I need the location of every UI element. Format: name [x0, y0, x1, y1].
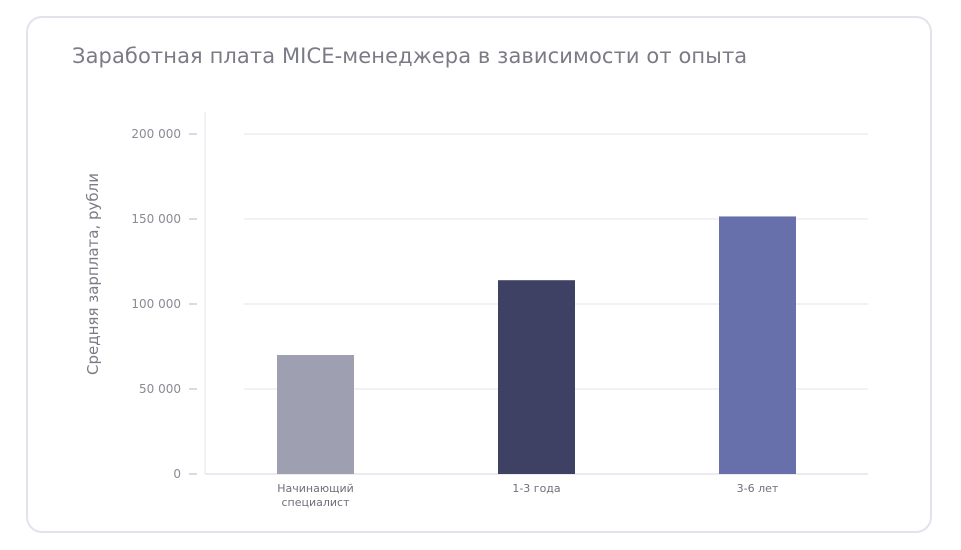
labels: 0 50 000 100 000 150 000 200 000 Начинающийсп… — [131, 127, 779, 509]
x-tick-label: 1-3 года — [512, 482, 560, 495]
x-tick-label: Начинающий — [277, 482, 354, 495]
y-tick-label: 150 000 — [131, 212, 181, 226]
bars — [277, 216, 796, 474]
bar — [719, 216, 796, 474]
bar — [277, 355, 354, 474]
x-tick-label: 3-6 лет — [737, 482, 779, 495]
x-tick-label: специалист — [281, 496, 350, 509]
chart-title: Заработная плата MICE-менеджера в зависи… — [72, 44, 748, 68]
bar — [498, 280, 575, 474]
y-tick-label: 200 000 — [131, 127, 181, 141]
y-tick-label: 100 000 — [131, 297, 181, 311]
y-tick-label: 0 — [173, 467, 181, 481]
y-axis-title: Средняя зарплата, рубли — [84, 173, 102, 375]
y-tick-label: 50 000 — [139, 382, 181, 396]
